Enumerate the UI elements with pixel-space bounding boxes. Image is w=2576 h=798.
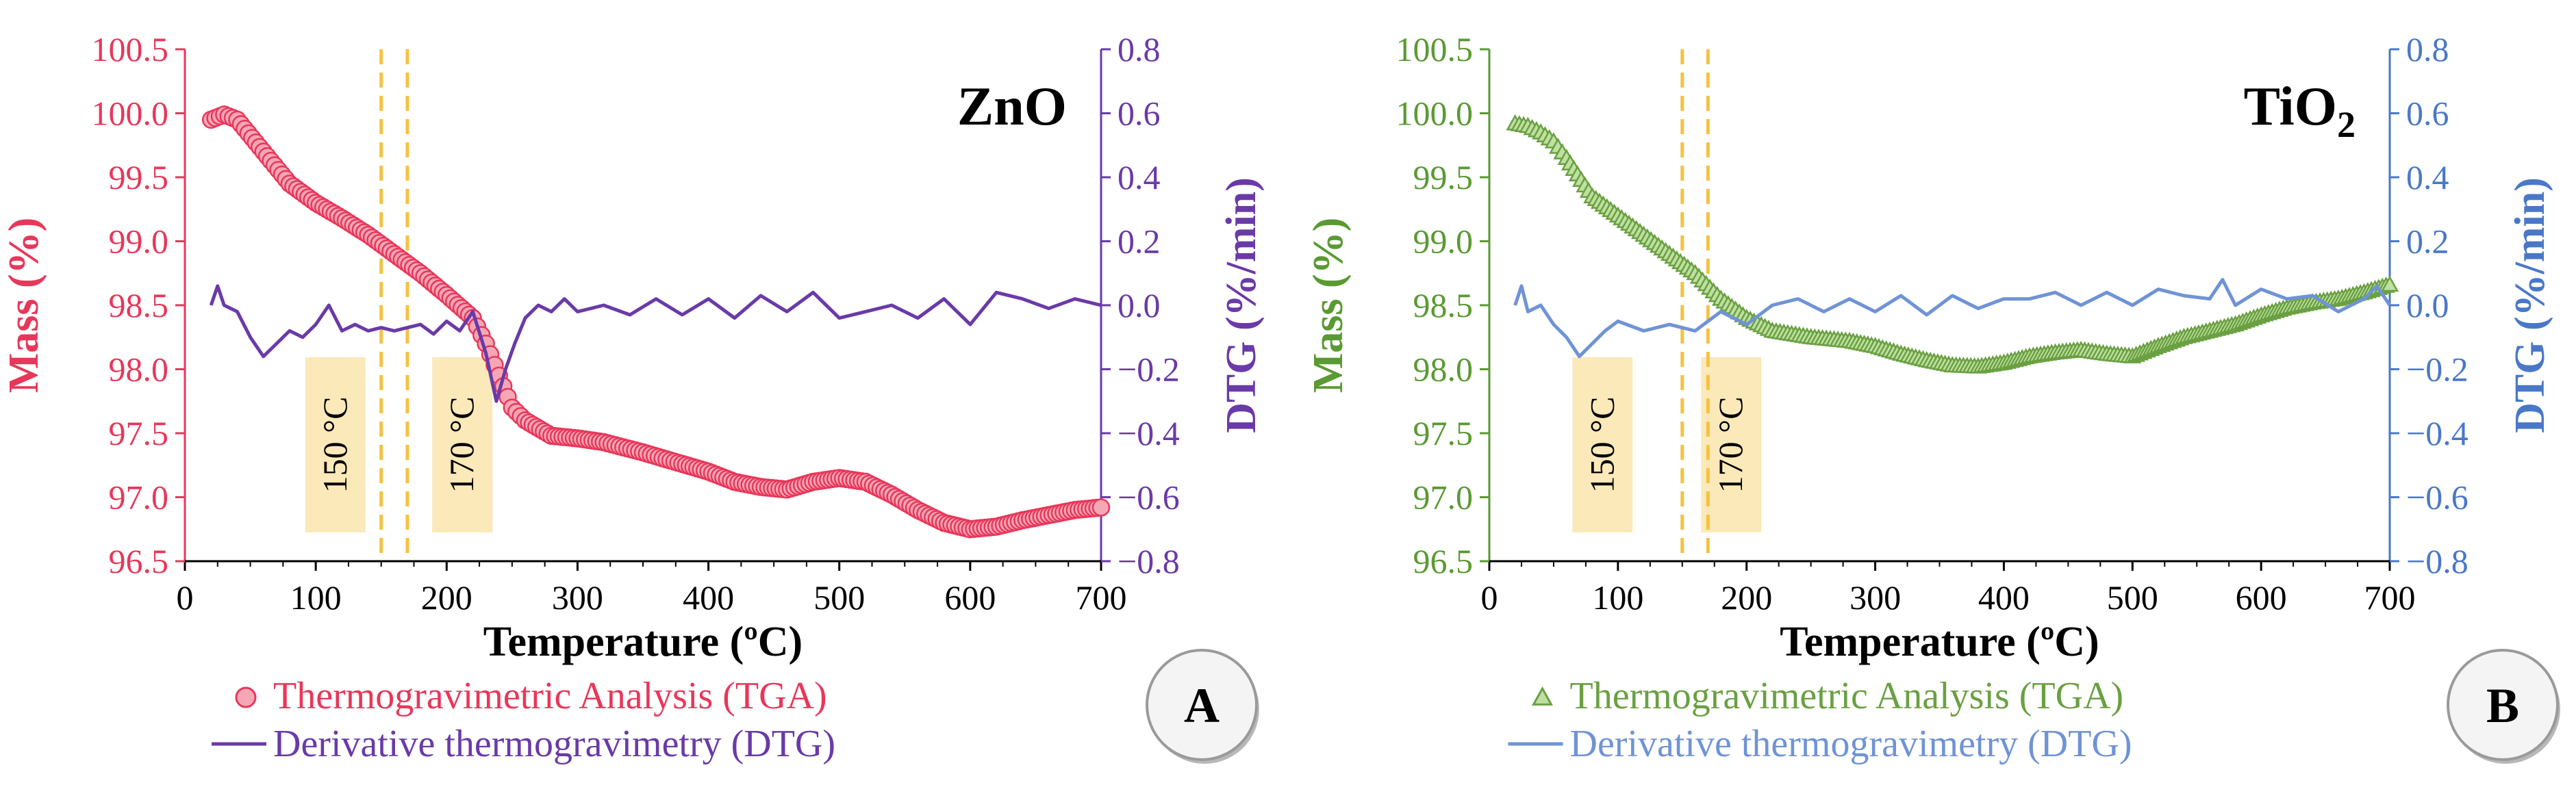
y-right-tick-label: −0.4 — [2406, 414, 2468, 452]
chart-title: TiO2 — [2244, 77, 2356, 145]
legend-tga-marker — [1531, 686, 1554, 706]
y-left-tick-label: 96.5 — [109, 542, 169, 580]
y-axis-left-title: Mass (%) — [1305, 218, 1352, 394]
panel-badge — [1146, 649, 1258, 761]
x-tick-label: 100 — [1592, 578, 1643, 617]
y-left-tick-label: 96.5 — [1413, 542, 1474, 580]
y-right-tick-label: −0.2 — [1117, 350, 1180, 389]
y-right-tick-label: 0.6 — [2406, 94, 2449, 133]
y-left-tick-label: 99.5 — [109, 158, 169, 196]
legend-dtg-label: Derivative thermogravimetry (DTG) — [273, 723, 835, 765]
y-right-tick-label: 0.2 — [1117, 222, 1161, 261]
marker-label: 170 °C — [442, 397, 481, 493]
x-tick-label: 0 — [177, 578, 194, 617]
marker-box-0 — [1572, 357, 1633, 532]
legend: Thermogravimetric Analysis (TGA) Derivati… — [212, 675, 835, 765]
y-axis-right-title: DTG (%/min) — [2507, 177, 2553, 433]
legend: Thermogravimetric Analysis (TGA) Derivati… — [1508, 675, 2132, 765]
marker-label: 150 °C — [1582, 397, 1621, 493]
y-right-tick-label: −0.6 — [2406, 478, 2468, 517]
y-right-tick-label: 0.0 — [2406, 286, 2449, 324]
y-left-tick-label: 100.5 — [92, 30, 169, 68]
y-left-tick-label: 100.0 — [1396, 94, 1474, 133]
y-left-tick-label: 97.0 — [109, 478, 169, 517]
y-right-tick-label: 0.4 — [1117, 158, 1161, 196]
x-tick-label: 600 — [944, 578, 996, 617]
y-right-tick-label: 0.8 — [2406, 30, 2449, 68]
y-right-tick-label: 0.8 — [1117, 30, 1161, 68]
panel-badge-label: A — [1184, 678, 1220, 733]
y-left-tick-label: 98.0 — [1413, 350, 1474, 389]
marker-box-1 — [432, 357, 493, 532]
x-tick-label: 500 — [2107, 578, 2158, 617]
y-right-tick-label: 0.6 — [1117, 94, 1161, 133]
y-left-tick-label: 97.0 — [1413, 478, 1474, 517]
y-left-tick-label: 98.5 — [1413, 286, 1474, 324]
dtg-series-line — [209, 284, 1102, 403]
chart-title-main: ZnO — [957, 77, 1067, 137]
marker-label: 170 °C — [1711, 397, 1750, 493]
y-left-tick-label: 99.0 — [1413, 222, 1474, 261]
x-tick-label: 200 — [1721, 578, 1772, 617]
y-right-tick-label: −0.6 — [1117, 478, 1180, 517]
x-tick-label: 100 — [290, 578, 342, 617]
x-axis-title: Temperature (ºC) — [1780, 619, 2099, 665]
legend-tga-label: Thermogravimetric Analysis (TGA) — [1570, 675, 2124, 717]
chart-panel-a: 150 °C 170 °C 0 100 200 300 400 500 600 700 96.5 97… — [1, 30, 1265, 765]
marker-box-0 — [305, 357, 366, 532]
y-axis-left-title: Mass (%) — [1, 218, 47, 394]
y-left-tick-label: 100.5 — [1396, 30, 1474, 68]
x-axis-title: Temperature (ºC) — [483, 619, 803, 665]
chart-title: ZnO — [957, 77, 1067, 137]
legend-tga-label: Thermogravimetric Analysis (TGA) — [273, 675, 827, 717]
y-left-tick-label: 99.5 — [1413, 158, 1474, 196]
legend-dtg-label: Derivative thermogravimetry (DTG) — [1570, 723, 2132, 765]
x-tick-label: 400 — [683, 578, 734, 617]
y-left-tick-label: 98.0 — [109, 350, 169, 389]
chart-title-main: TiO — [2244, 77, 2337, 137]
y-right-tick-label: 0.0 — [1117, 286, 1161, 324]
y-right-tick-label: −0.8 — [2406, 542, 2468, 580]
legend-tga-marker — [235, 686, 257, 708]
x-tick-label: 400 — [1978, 578, 2030, 617]
y-left-tick-label: 97.5 — [1413, 414, 1474, 452]
x-tick-label: 200 — [421, 578, 472, 617]
chart-panel-b: 150 °C 170 °C 0 100 200 300 400 500 600 700 96.5 97… — [1305, 30, 2560, 765]
chart-title-subscript: 2 — [2337, 104, 2356, 145]
y-right-tick-label: −0.8 — [1117, 542, 1180, 580]
marker-box-1 — [1701, 357, 1762, 532]
y-right-tick-label: 0.4 — [2406, 158, 2449, 196]
x-tick-label: 300 — [1849, 578, 1901, 617]
tga-point — [1091, 498, 1111, 517]
x-tick-label: 300 — [552, 578, 603, 617]
y-right-tick-label: 0.2 — [2406, 222, 2449, 261]
x-tick-label: 700 — [2364, 578, 2416, 617]
y-right-tick-label: −0.2 — [2406, 350, 2468, 389]
x-tick-label: 0 — [1481, 578, 1498, 617]
panel-badge-label: B — [2486, 678, 2519, 733]
x-tick-label: 500 — [813, 578, 865, 617]
y-left-tick-label: 100.0 — [92, 94, 169, 133]
y-left-tick-label: 98.5 — [109, 286, 169, 324]
marker-label: 150 °C — [316, 397, 354, 493]
panel-badge — [2447, 649, 2559, 761]
y-left-tick-label: 97.5 — [109, 414, 169, 452]
dtg-series-line — [1513, 278, 2392, 359]
x-tick-label: 600 — [2236, 578, 2287, 617]
y-left-tick-label: 99.0 — [109, 222, 169, 261]
tga-point — [2380, 275, 2399, 292]
x-tick-label: 700 — [1076, 578, 1127, 617]
y-right-tick-label: −0.4 — [1117, 414, 1180, 452]
y-axis-right-title: DTG (%/min) — [1218, 177, 1265, 433]
